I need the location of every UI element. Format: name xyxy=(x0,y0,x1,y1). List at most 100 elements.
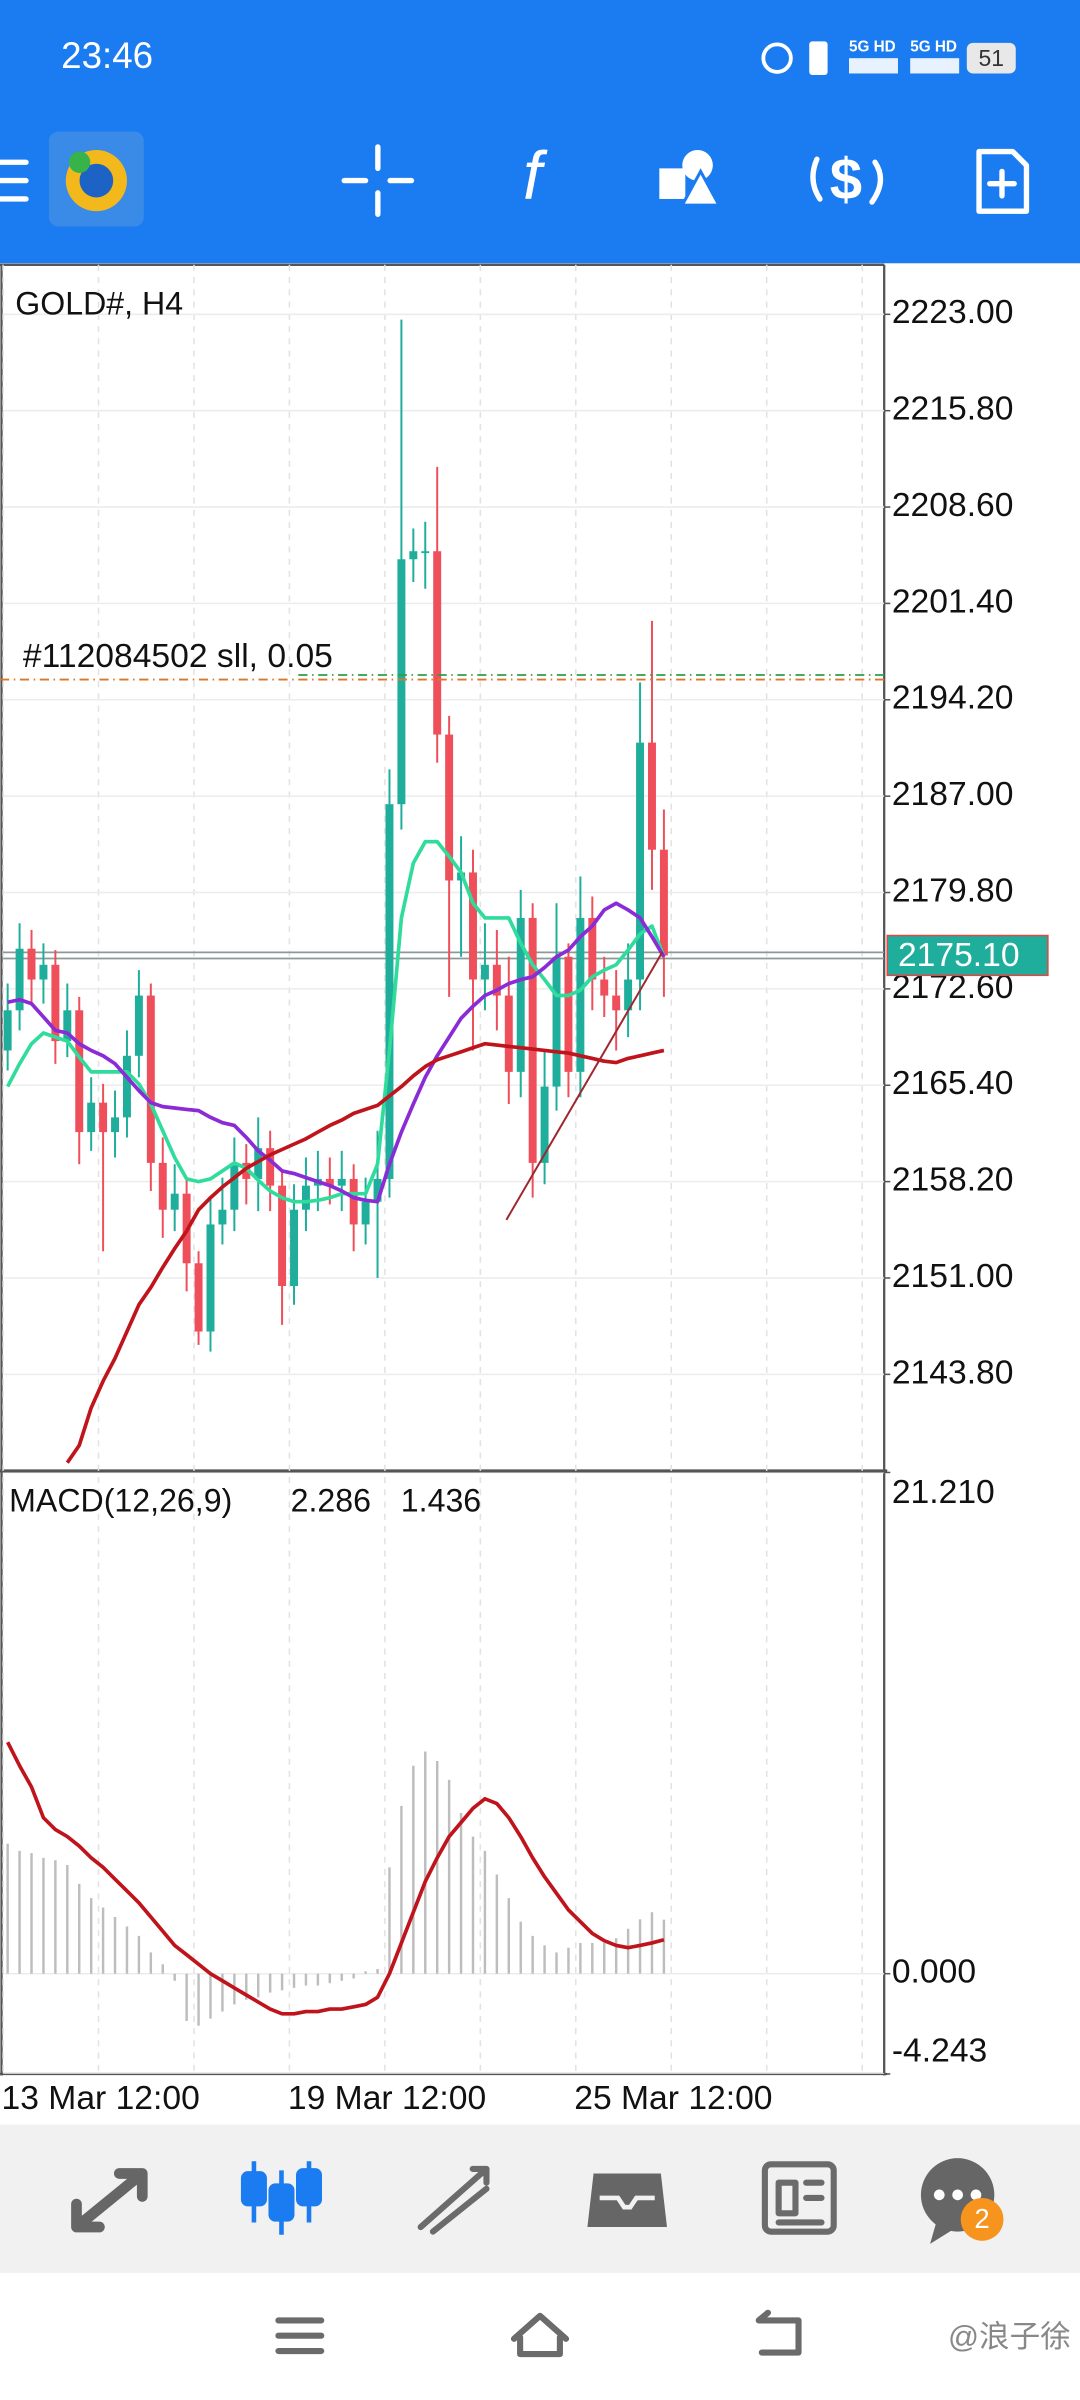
chart-tab[interactable] xyxy=(240,2161,323,2235)
news-tab[interactable] xyxy=(761,2161,837,2235)
candle-body xyxy=(325,1178,334,1186)
candle-body xyxy=(230,1162,239,1210)
watermark: @浪子徐 xyxy=(948,2320,1071,2354)
status-icons: 5G HD 5G HD 51 xyxy=(761,38,1016,75)
candle-body xyxy=(87,1102,96,1133)
network-label: 5G HD xyxy=(849,38,896,55)
candle-body xyxy=(480,964,489,980)
chart-title: GOLD#, H4 xyxy=(15,286,183,322)
candle-body xyxy=(99,1102,108,1133)
candle-body xyxy=(421,551,430,554)
candle-body xyxy=(194,1263,203,1332)
quotes-tab[interactable] xyxy=(71,2168,148,2233)
candle-body xyxy=(576,917,585,1072)
candle-body xyxy=(492,964,501,996)
y2-tick-label: 21.210 xyxy=(892,1474,995,1511)
candle-body xyxy=(75,1010,84,1133)
candle-body xyxy=(242,1162,251,1179)
chat-badge: 2 xyxy=(974,2203,989,2234)
order-label: #112084502 sll, 0.05 xyxy=(23,638,333,675)
candle-body xyxy=(206,1224,215,1332)
candle-body xyxy=(27,948,36,980)
candle-body xyxy=(397,559,406,805)
new-order-button[interactable] xyxy=(976,148,1030,214)
y-tick-label: 2179.80 xyxy=(892,872,1014,909)
y-tick-label: 2215.80 xyxy=(892,391,1014,428)
candle-body xyxy=(433,551,442,735)
y-tick-label: 2158.20 xyxy=(892,1162,1014,1199)
candle-body xyxy=(111,1117,120,1133)
svg-text:$: $ xyxy=(830,147,862,212)
system-home[interactable] xyxy=(510,2312,570,2358)
trade-button[interactable]: $ xyxy=(810,147,884,212)
candle-body xyxy=(63,1010,72,1042)
y-tick-label: 2223.00 xyxy=(892,294,1014,331)
y2-tick-label: 0.000 xyxy=(892,1954,976,1991)
moving-average-line xyxy=(7,901,666,1204)
app-logo[interactable] xyxy=(48,131,144,227)
y-tick-label: 2194.20 xyxy=(892,680,1014,717)
y2-tick-label: -4.243 xyxy=(892,2032,987,2069)
y-tick-label: 2151.00 xyxy=(892,1258,1014,1295)
candle-body xyxy=(636,742,645,980)
messages-tab[interactable]: 2 xyxy=(920,2158,1004,2244)
candle-body xyxy=(516,917,525,1072)
candle-body xyxy=(552,956,561,1087)
trend-line xyxy=(505,951,664,1221)
vertical-grid xyxy=(2,264,863,2074)
candle-body xyxy=(337,1178,346,1186)
trade-tab[interactable] xyxy=(417,2165,490,2235)
candle-body xyxy=(469,872,477,980)
candle-body xyxy=(266,1148,275,1186)
y-tick-label: 2208.60 xyxy=(892,487,1014,524)
crosshair-button[interactable] xyxy=(341,144,415,217)
objects-button[interactable] xyxy=(659,150,722,207)
price-pane xyxy=(3,313,885,1464)
system-back[interactable] xyxy=(755,2309,802,2356)
candle-body xyxy=(600,979,609,996)
x-tick-label: 19 Mar 12:00 xyxy=(288,2080,486,2117)
current-price-label: 2175.10 xyxy=(898,937,1020,974)
y-tick-label: 2143.80 xyxy=(892,1354,1014,1391)
chart: #112084502 sll, 0.05 GOLD#, H4 MACD(12,2… xyxy=(0,263,1049,2117)
moving-average-line xyxy=(65,1041,665,1464)
axes: 2223.00 2215.80 2208.60 2201.40 2194.20 2187.… xyxy=(2,294,1049,2117)
candle-body xyxy=(540,1086,549,1163)
candle-body xyxy=(361,1201,370,1225)
macd-signal-line xyxy=(6,1741,665,2016)
candle-body xyxy=(648,742,656,850)
candle-body xyxy=(290,1209,298,1287)
y-tick-label: 2187.00 xyxy=(892,776,1014,813)
candle-body xyxy=(15,948,24,1011)
x-tick-label: 25 Mar 12:00 xyxy=(574,2080,772,2117)
candle-body xyxy=(349,1178,358,1225)
battery-level: 51 xyxy=(979,45,1005,71)
bottom-nav xyxy=(0,2124,1080,2273)
macd-pane xyxy=(3,1472,885,2074)
candle-body xyxy=(564,956,573,1072)
menu-button[interactable] xyxy=(0,159,29,202)
macd-title: MACD(12,26,9) xyxy=(9,1483,232,1519)
candle-body xyxy=(122,1055,131,1118)
candle-body xyxy=(3,1010,12,1051)
candle-body xyxy=(51,964,60,1042)
system-menu[interactable] xyxy=(275,2317,325,2355)
current-price-badge xyxy=(886,934,1049,977)
candle-body xyxy=(528,917,537,1163)
y-tick-label: 2165.40 xyxy=(892,1065,1014,1102)
macd-main-value: 2.286 xyxy=(291,1483,371,1519)
y-tick-label: 2201.40 xyxy=(892,583,1014,620)
candle-body xyxy=(373,1178,382,1202)
candle-body xyxy=(278,1185,287,1287)
candle-body xyxy=(39,964,48,980)
network-label: 5G HD xyxy=(910,38,957,55)
history-tab[interactable] xyxy=(587,2173,667,2228)
candle-body xyxy=(134,995,143,1056)
candle-body xyxy=(659,849,668,956)
x-tick-label: 13 Mar 12:00 xyxy=(2,2080,200,2117)
candle-body xyxy=(218,1209,227,1225)
candle-body xyxy=(504,995,513,1072)
app-header xyxy=(0,0,1080,264)
candle-body xyxy=(624,979,633,1011)
